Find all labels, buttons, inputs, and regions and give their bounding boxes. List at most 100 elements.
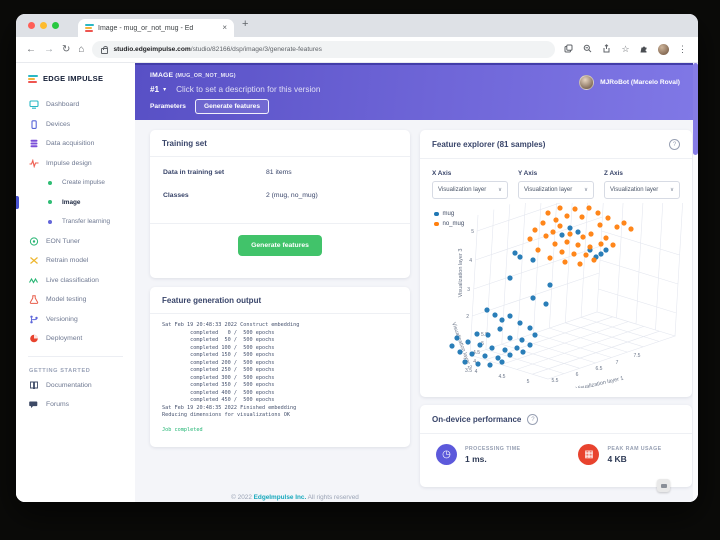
window-minimize-button[interactable] xyxy=(40,22,47,29)
new-tab-button[interactable]: + xyxy=(242,18,249,30)
chevron-down-icon: ∨ xyxy=(583,187,588,193)
svg-text:5: 5 xyxy=(471,229,474,235)
https-lock-icon xyxy=(101,45,109,54)
bookmark-star-icon[interactable]: ☆ xyxy=(621,44,630,54)
z-axis-select[interactable]: Visualization layer ∨ xyxy=(604,181,680,199)
svg-text:3: 3 xyxy=(467,287,470,293)
sidebar-item-data-acquisition[interactable]: Data acquisition xyxy=(16,134,135,154)
forward-icon[interactable]: → xyxy=(44,43,54,55)
generate-features-button[interactable]: Generate features xyxy=(238,235,322,256)
sidebar-item-documentation[interactable]: Documentation xyxy=(16,376,135,396)
scatter3d-canvas[interactable]: 5 4 3 2 5.5 5 4.5 4 3.5 xyxy=(440,203,690,388)
training-set-card: Training set Data in training set 81 ite… xyxy=(150,130,410,278)
feature-explorer-title: Feature explorer (81 samples) xyxy=(432,140,546,149)
version-caret-icon[interactable]: ▾ xyxy=(163,87,167,93)
version-description-field[interactable]: Click to set a description for this vers… xyxy=(176,85,321,94)
plot-legend: mug no_mug xyxy=(434,211,464,231)
svg-text:4: 4 xyxy=(469,258,472,264)
legend-dot-mug xyxy=(434,211,439,217)
svg-text:6.5: 6.5 xyxy=(596,366,603,372)
edge-impulse-favicon-icon xyxy=(85,24,94,32)
retrain-model-icon xyxy=(29,256,39,265)
extensions-icon[interactable] xyxy=(639,44,650,55)
sidebar-item-impulse-design[interactable]: Impulse design xyxy=(16,154,135,174)
svg-text:7: 7 xyxy=(616,360,619,366)
peak-ram-metric: ▦ PEAK RAM USAGE 4 KB xyxy=(578,444,661,465)
scrollbar-track[interactable] xyxy=(693,63,698,502)
svg-text:4.5: 4.5 xyxy=(499,374,506,380)
share-icon[interactable] xyxy=(601,44,612,55)
user-menu[interactable]: MJRoBot (Marcelo Roval) xyxy=(579,75,680,90)
window-zoom-button[interactable] xyxy=(52,22,59,29)
project-type: IMAGE xyxy=(150,72,174,79)
svg-text:5.5: 5.5 xyxy=(552,378,559,384)
legend-item-no-mug[interactable]: no_mug xyxy=(434,221,464,227)
ram-icon: ▦ xyxy=(578,444,600,465)
dashboard-icon xyxy=(29,100,39,109)
z-axis-title: Visualization layer 3 xyxy=(458,249,464,298)
page-header: IMAGE (MUG_OR_NOT_MUG) #1 ▾ Click to set… xyxy=(135,63,698,120)
chevron-down-icon: ∨ xyxy=(669,187,674,193)
edgeimpulse-link[interactable]: EdgeImpulse Inc. xyxy=(253,494,307,501)
x-axis-ticks: 4 4.5 5 5.5 6 6.5 7 7.5 xyxy=(475,353,641,385)
logo-text: EDGE IMPULSE xyxy=(43,74,104,83)
scatter-points xyxy=(449,205,634,368)
sidebar-item-image[interactable]: Image xyxy=(16,193,135,213)
x-axis-select[interactable]: Visualization layer ∨ xyxy=(432,181,508,199)
version-dropdown[interactable]: #1 xyxy=(150,85,160,94)
sidebar-item-eon-tuner[interactable]: EON Tuner xyxy=(16,232,135,252)
sidebar-item-create-impulse[interactable]: Create impulse xyxy=(16,173,135,193)
model-testing-icon xyxy=(29,295,39,305)
clock-icon: ◷ xyxy=(436,444,457,465)
back-icon[interactable]: ← xyxy=(26,43,36,55)
eon-tuner-icon xyxy=(29,237,39,246)
documentation-icon xyxy=(29,381,39,390)
deployment-icon xyxy=(29,334,39,343)
address-bar[interactable]: studio.edgeimpulse.com/studio/82166/dsp/… xyxy=(92,41,555,58)
zoom-icon[interactable] xyxy=(582,44,593,55)
scrollbar-thumb[interactable] xyxy=(693,63,698,155)
tab-generate-features[interactable]: Generate features xyxy=(194,99,270,114)
home-icon[interactable]: ⌂ xyxy=(78,43,85,55)
sidebar-item-dashboard[interactable]: Dashboard xyxy=(16,95,135,115)
browser-profile-avatar[interactable] xyxy=(658,44,669,55)
console-output[interactable]: Sat Feb 19 20:48:33 2022 Construct embed… xyxy=(162,322,300,433)
legend-item-mug[interactable]: mug xyxy=(434,211,464,217)
sidebar-divider xyxy=(28,355,123,357)
user-avatar xyxy=(579,75,595,90)
performance-card: On-device performance ? ◷ PROCESSING TIM… xyxy=(420,405,692,487)
edge-impulse-logo[interactable]: EDGE IMPULSE xyxy=(16,63,135,85)
sidebar-item-versioning[interactable]: Versioning xyxy=(16,310,135,330)
sidebar-item-deployment[interactable]: Deployment xyxy=(16,329,135,349)
svg-text:6: 6 xyxy=(576,372,579,378)
sidebar-item-forums[interactable]: Forums xyxy=(16,395,135,415)
help-icon[interactable]: ? xyxy=(669,139,680,150)
sidebar-item-transfer-learning[interactable]: Transfer learning xyxy=(16,212,135,232)
sidebar-item-live-classification[interactable]: Live classification xyxy=(16,271,135,291)
sidebar-section-label: GETTING STARTED xyxy=(29,367,91,374)
svg-text:3.5: 3.5 xyxy=(465,368,472,374)
svg-text:4: 4 xyxy=(475,369,478,375)
reading-list-icon[interactable] xyxy=(563,44,574,55)
sidebar-item-devices[interactable]: Devices xyxy=(16,115,135,135)
y-axis-select[interactable]: Visualization layer ∨ xyxy=(518,181,594,199)
sidebar-item-retrain-model[interactable]: Retrain model xyxy=(16,251,135,271)
main-content: IMAGE (MUG_OR_NOT_MUG) #1 ▾ Click to set… xyxy=(135,63,698,502)
sidebar-item-model-testing[interactable]: Model testing xyxy=(16,290,135,310)
svg-text:5: 5 xyxy=(527,379,530,385)
user-name: MJRoBot (Marcelo Roval) xyxy=(600,79,680,86)
tab-parameters[interactable]: Parameters xyxy=(150,103,186,110)
x-axis-label: X Axis xyxy=(432,170,452,177)
browser-tab[interactable]: Image - mug_or_not_mug - Ed × xyxy=(78,19,234,37)
tab-close-icon[interactable]: × xyxy=(222,23,227,32)
help-icon[interactable]: ? xyxy=(527,414,539,425)
browser-tab-bar: Image - mug_or_not_mug - Ed × + xyxy=(16,14,698,37)
chat-widget-icon[interactable] xyxy=(657,479,670,492)
tab-title: Image - mug_or_not_mug - Ed xyxy=(98,24,194,32)
image-dot-icon xyxy=(45,200,55,205)
feature-scatter-plot[interactable]: mug no_mug 5 4 3 xyxy=(432,203,683,395)
browser-menu-icon[interactable]: ⋮ xyxy=(678,44,687,54)
reload-icon[interactable]: ↻ xyxy=(62,43,71,55)
window-close-button[interactable] xyxy=(28,22,35,29)
